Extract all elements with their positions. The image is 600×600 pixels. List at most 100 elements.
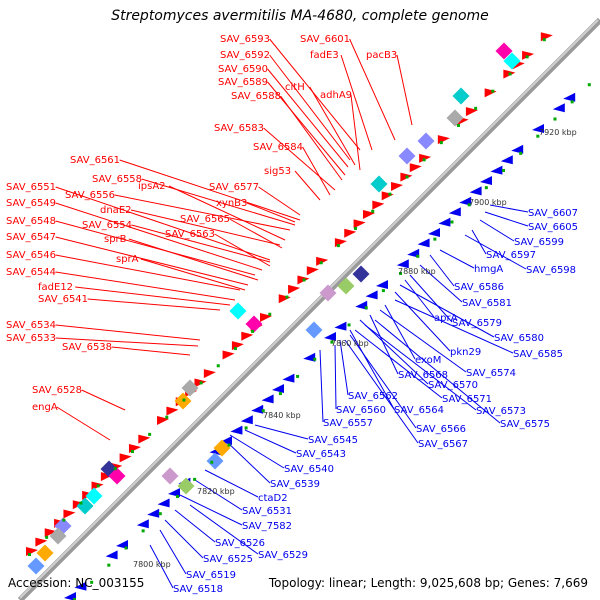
misc-feature-tick xyxy=(354,227,357,230)
forward-gene-arrow xyxy=(382,191,394,200)
gene-label: SAV_6590 xyxy=(218,64,268,75)
gene-label: SAV_6575 xyxy=(500,419,550,430)
misc-feature-tick xyxy=(245,426,248,429)
misc-feature-tick xyxy=(131,450,134,453)
gene-label: SAV_6579 xyxy=(452,318,502,329)
misc-feature-tick xyxy=(234,347,237,350)
misc-feature-tick xyxy=(451,220,454,223)
gene-label: hmgA xyxy=(474,264,503,275)
gene-label: SAV_6570 xyxy=(428,380,478,391)
reverse-gene-arrow xyxy=(262,394,274,403)
gene-label: SAV_6538 xyxy=(62,342,112,353)
gene-label: SAV_7582 xyxy=(242,521,292,532)
misc-feature-tick xyxy=(193,478,196,481)
forward-gene-arrow xyxy=(391,182,403,191)
gene-label: SAV_6601 xyxy=(300,34,350,45)
feature-box xyxy=(418,133,435,150)
gene-label: SAV_6563 xyxy=(165,229,215,240)
reverse-gene-arrow xyxy=(282,374,294,383)
forward-gene-arrow xyxy=(485,88,497,97)
misc-feature-tick xyxy=(519,152,522,155)
reverse-leader-line xyxy=(225,440,270,483)
feature-box xyxy=(399,148,416,165)
gene-label: SAV_6586 xyxy=(454,282,504,293)
forward-leader-line xyxy=(129,239,258,280)
gene-label: SAV_6592 xyxy=(220,50,270,61)
gene-label: engA xyxy=(32,402,58,413)
reverse-leader-line xyxy=(230,435,284,468)
forward-leader-line xyxy=(259,187,300,215)
feature-box xyxy=(306,322,323,339)
gene-label: ipsA2 xyxy=(138,181,166,192)
ruler-label: 7920 kbp xyxy=(539,128,577,137)
gene-label: SAV_6547 xyxy=(6,232,56,243)
misc-feature-tick xyxy=(485,186,488,189)
forward-gene-arrow xyxy=(344,229,356,238)
gene-label: SAV_6543 xyxy=(296,449,346,460)
gene-label: SAV_6519 xyxy=(186,570,236,581)
misc-feature-tick xyxy=(320,261,323,264)
misc-feature-tick xyxy=(543,38,546,41)
misc-feature-tick xyxy=(416,255,419,258)
gene-label: SAV_6589 xyxy=(218,77,268,88)
gene-label: SAV_6599 xyxy=(514,237,564,248)
misc-feature-tick xyxy=(62,519,65,522)
gene-label: SAV_6533 xyxy=(6,333,56,344)
misc-feature-tick xyxy=(148,433,151,436)
reverse-leader-line xyxy=(485,212,528,226)
accession-label: Accession: NC_003155 xyxy=(8,576,144,590)
forward-leader-line xyxy=(295,171,320,200)
misc-feature-tick xyxy=(313,358,316,361)
misc-feature-tick xyxy=(474,107,477,110)
misc-feature-tick xyxy=(227,444,230,447)
gene-label: SAV_6539 xyxy=(270,479,320,490)
gene-label: SAV_6585 xyxy=(513,349,563,360)
gene-label: exoM xyxy=(415,355,441,366)
reverse-gene-arrow xyxy=(137,519,149,528)
reverse-gene-arrow xyxy=(501,155,513,164)
reverse-leader-line xyxy=(320,350,323,422)
forward-gene-arrow xyxy=(438,135,450,144)
gene-label: SAV_6583 xyxy=(214,123,264,134)
forward-gene-arrow xyxy=(26,547,38,556)
gene-label: SAV_6545 xyxy=(308,435,358,446)
gene-label: SAV_6558 xyxy=(92,174,142,185)
misc-feature-tick xyxy=(296,375,299,378)
forward-gene-arrow xyxy=(241,332,253,341)
reverse-leader-line xyxy=(335,345,336,409)
forward-gene-arrow xyxy=(166,407,178,416)
gene-label: SAV_6593 xyxy=(220,34,270,45)
ruler-label: 7840 kbp xyxy=(263,411,301,420)
forward-gene-arrow xyxy=(223,350,235,359)
misc-feature-tick xyxy=(159,512,162,515)
reverse-leader-line xyxy=(440,250,474,268)
misc-feature-tick xyxy=(588,83,591,86)
reverse-leader-line xyxy=(165,520,203,558)
gene-label: SAV_6525 xyxy=(203,554,253,565)
misc-feature-tick xyxy=(348,323,351,326)
forward-gene-arrow xyxy=(541,32,553,41)
forward-gene-arrow xyxy=(288,285,300,294)
misc-feature-tick xyxy=(45,536,48,539)
gene-label: SAV_6573 xyxy=(476,406,526,417)
forward-leader-line xyxy=(303,147,330,195)
forward-leader-line xyxy=(351,95,360,170)
misc-feature-tick xyxy=(440,141,443,144)
gene-label: SAV_6598 xyxy=(526,265,576,276)
forward-gene-arrow xyxy=(129,444,141,453)
forward-gene-arrow xyxy=(204,369,216,378)
reverse-gene-arrow xyxy=(376,280,388,289)
reverse-gene-arrow xyxy=(241,415,253,424)
gene-label: SAV_6566 xyxy=(416,424,466,435)
reverse-leader-line xyxy=(472,230,486,254)
reverse-gene-arrow xyxy=(334,322,346,331)
gene-label: fadE12 xyxy=(38,282,73,293)
gene-label: SAV_6556 xyxy=(65,190,115,201)
reverse-gene-arrow xyxy=(106,550,118,559)
misc-feature-tick xyxy=(79,502,82,505)
gene-label: SAV_6557 xyxy=(323,418,373,429)
reverse-gene-arrow xyxy=(438,218,450,227)
reverse-gene-arrow xyxy=(272,384,284,393)
forward-leader-line xyxy=(56,325,200,340)
gene-label: SAV_6531 xyxy=(242,506,292,517)
